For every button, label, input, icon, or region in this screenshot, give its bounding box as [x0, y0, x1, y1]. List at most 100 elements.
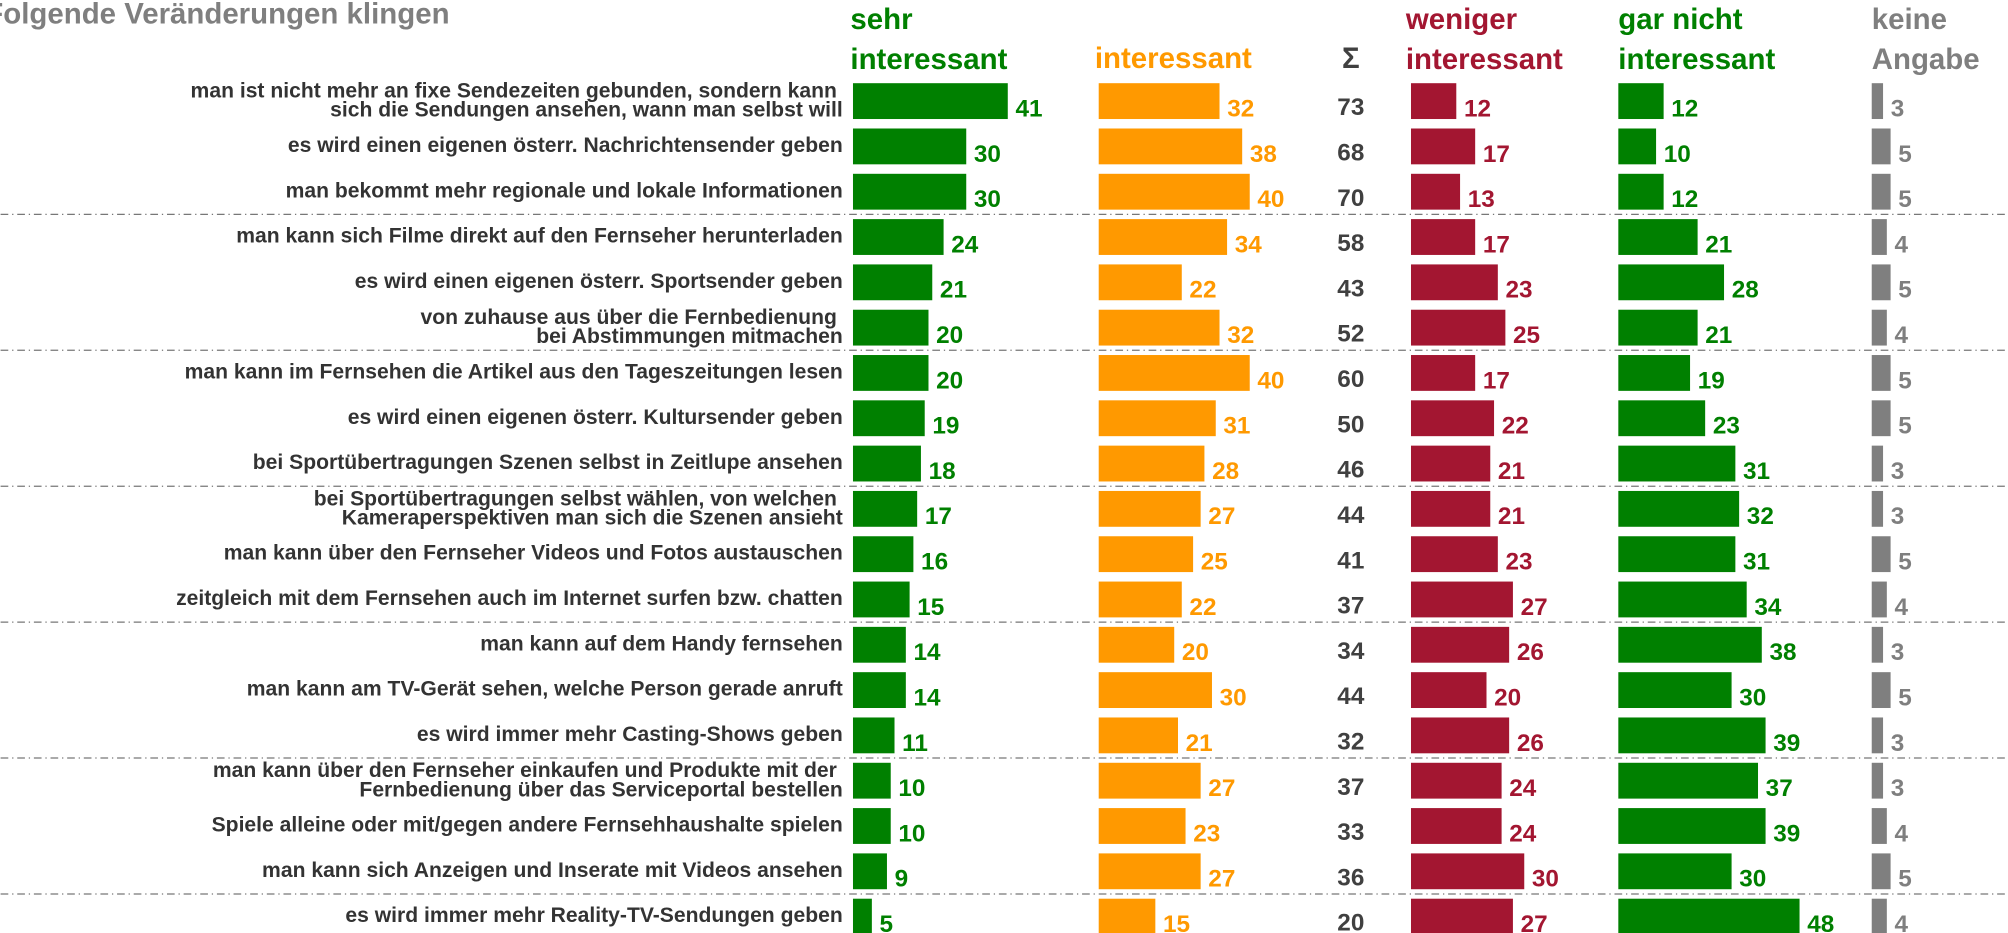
row-label: man kann am TV-Gerät sehen, welche Perso… [247, 678, 843, 701]
value-label: 30 [1220, 684, 1247, 711]
bar [852, 83, 1008, 120]
column-header: sehr interessant [850, 3, 1007, 76]
value-label: 27 [1208, 866, 1235, 893]
bar [1098, 581, 1182, 618]
bar [852, 264, 933, 301]
bar [1410, 128, 1476, 165]
value-label: 11 [902, 730, 928, 757]
value-label: 21 [940, 277, 967, 304]
row-label: man kann über den Fernseher einkaufen un… [213, 759, 843, 801]
sum-label: 52 [1337, 321, 1364, 348]
bar [1098, 128, 1243, 165]
bar [1618, 445, 1736, 482]
value-label: 5 [1898, 549, 1912, 576]
value-label: 4 [1895, 594, 1909, 621]
value-label: 24 [1509, 820, 1537, 847]
bar [1871, 83, 1884, 120]
bar [1410, 400, 1495, 437]
row-label: Spiele alleine oder mit/gegen andere Fer… [212, 814, 843, 837]
value-label: 12 [1464, 95, 1491, 122]
bar [852, 898, 872, 933]
bar [852, 808, 891, 844]
bar [1871, 853, 1891, 890]
column-header: keine Angabe [1872, 3, 1980, 76]
value-label: 19 [932, 413, 959, 440]
bar [1618, 490, 1740, 527]
value-label: 18 [929, 458, 956, 485]
value-label: 22 [1189, 594, 1216, 621]
value-label: 22 [1189, 277, 1216, 304]
value-label: 3 [1891, 639, 1905, 666]
bar [1410, 355, 1476, 391]
bar [1098, 626, 1175, 663]
bar [852, 581, 910, 618]
bar [1618, 128, 1657, 165]
row-label: man kann auf dem Handy fernsehen [480, 632, 842, 655]
bar [1098, 219, 1228, 255]
value-label: 39 [1773, 730, 1800, 757]
sum-label: 58 [1337, 230, 1364, 257]
column-header: Σ [1342, 42, 1360, 75]
bar [1871, 264, 1891, 301]
bar [852, 762, 891, 799]
value-label: 5 [1898, 186, 1912, 213]
value-label: 21 [1498, 503, 1525, 530]
bar [1410, 808, 1502, 844]
sum-label: 37 [1337, 774, 1364, 801]
value-label: 23 [1713, 413, 1740, 440]
value-label: 19 [1698, 367, 1725, 394]
bar [1618, 808, 1766, 844]
bar [1618, 717, 1766, 754]
bar [1871, 762, 1884, 799]
bar [1410, 717, 1510, 754]
value-label: 17 [1483, 141, 1510, 168]
value-label: 5 [1898, 413, 1912, 440]
value-label: 27 [1521, 911, 1548, 933]
row-label: man bekommt mehr regionale und lokale In… [286, 179, 843, 202]
sum-label: 36 [1337, 864, 1364, 891]
value-label: 38 [1769, 639, 1796, 666]
value-label: 32 [1227, 322, 1254, 349]
bar [1410, 672, 1487, 709]
bar [1410, 219, 1476, 255]
row-label: es wird einen eigenen österr. Sportsende… [355, 270, 843, 293]
value-label: 48 [1807, 911, 1834, 933]
sum-label: 41 [1337, 547, 1364, 574]
bar [1410, 173, 1461, 210]
value-label: 27 [1208, 503, 1235, 530]
sum-label: 73 [1337, 94, 1364, 121]
value-label: 27 [1208, 775, 1235, 802]
row-label: es wird immer mehr Reality-TV-Sendungen … [345, 904, 842, 927]
bar [1871, 445, 1884, 482]
value-label: 24 [951, 231, 979, 258]
row-label: es wird einen eigenen österr. Nachrichte… [288, 134, 843, 157]
value-label: 5 [1898, 684, 1912, 711]
bar [1410, 536, 1498, 573]
value-label: 28 [1732, 277, 1759, 304]
bar [1098, 672, 1212, 709]
bar [1618, 219, 1698, 255]
row-label: es wird immer mehr Casting-Shows geben [417, 723, 843, 746]
value-label: 3 [1891, 95, 1905, 122]
bar [1618, 83, 1664, 120]
sum-label: 37 [1337, 593, 1364, 620]
row-label: man kann sich Filme direkt auf den Ferns… [236, 225, 842, 248]
bar [852, 400, 925, 437]
value-label: 10 [898, 820, 925, 847]
bar [1098, 173, 1250, 210]
bar [1098, 83, 1220, 120]
value-label: 26 [1517, 639, 1544, 666]
bar [1871, 173, 1891, 210]
value-label: 15 [1163, 911, 1190, 933]
value-label: 37 [1766, 775, 1793, 802]
value-label: 4 [1895, 820, 1909, 847]
value-label: 4 [1895, 911, 1909, 933]
bar [1871, 581, 1887, 618]
bar [1098, 762, 1201, 799]
value-label: 5 [880, 911, 894, 933]
value-label: 5 [1898, 866, 1912, 893]
bar [852, 219, 944, 255]
bar [1871, 490, 1884, 527]
bar [1871, 672, 1891, 709]
